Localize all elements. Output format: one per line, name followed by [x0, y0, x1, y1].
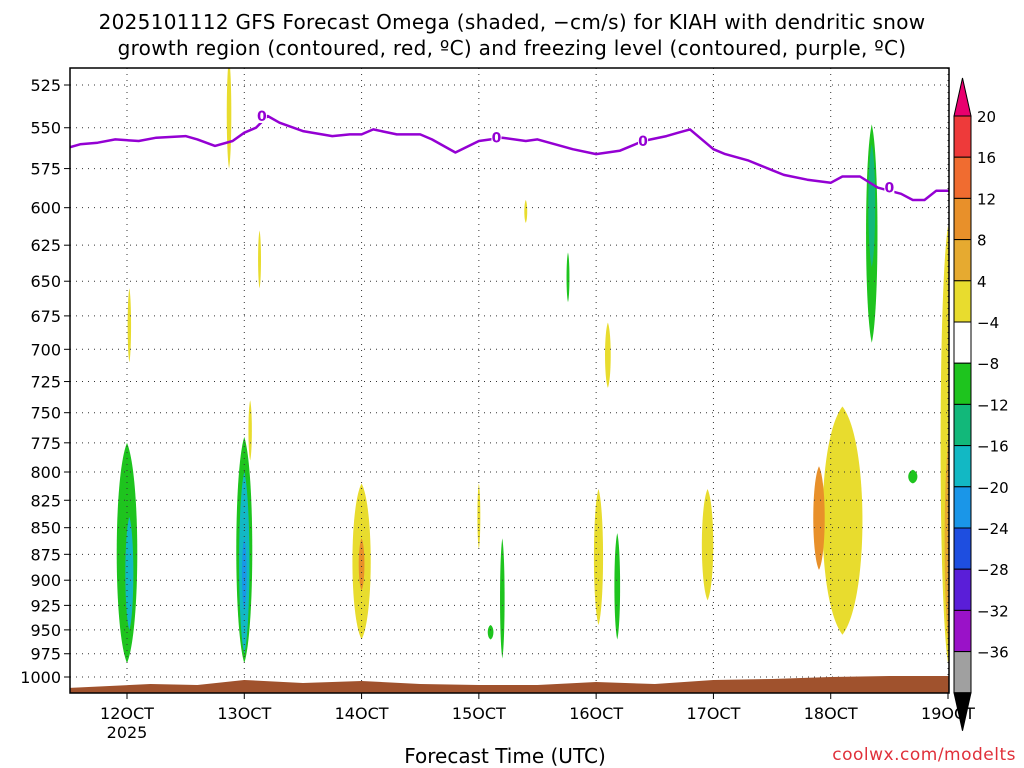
colorbar-label: 8: [977, 232, 987, 250]
y-tick-label: 975: [30, 645, 61, 664]
omega-shaded-region: [358, 538, 365, 591]
colorbar-label: −28: [977, 561, 1009, 579]
contour-label-background: [491, 129, 502, 145]
y-tick-label: 725: [30, 373, 61, 392]
y-tick-label: 600: [30, 199, 61, 218]
y-tick-label: 950: [30, 621, 61, 640]
y-tick-label: 575: [30, 160, 61, 179]
credit-link[interactable]: coolwx.com/modelts: [832, 745, 1016, 765]
freezing-level-label: 0: [638, 134, 648, 150]
omega-shaded-region: [524, 199, 528, 223]
chart-title-line-1: 2025101112 GFS Forecast Omega (shaded, −…: [98, 10, 926, 34]
freezing-level-label: 0: [884, 181, 894, 197]
colorbar-label: −16: [977, 438, 1009, 456]
freezing-level-label: 0: [257, 109, 267, 125]
colorbar-label: −36: [977, 644, 1009, 662]
colorbar-label: −32: [977, 602, 1009, 620]
colorbar-bottom-arrow: [953, 692, 972, 731]
omega-shaded-region: [908, 469, 918, 484]
y-tick-label: 775: [30, 434, 61, 453]
colorbar-segment: [953, 445, 972, 488]
omega-shaded-region: [487, 625, 494, 640]
colorbar-segment: [953, 197, 972, 241]
colorbar-label: 20: [977, 108, 996, 126]
omega-shaded-region: [500, 538, 505, 659]
y-tick-label: 525: [30, 76, 61, 95]
x-year-label: 2025: [107, 723, 148, 742]
contour-label-background: [256, 107, 267, 123]
y-tick-label: 700: [30, 340, 61, 359]
colorbar-segment: [953, 651, 972, 694]
omega-shaded-region: [477, 483, 481, 550]
y-tick-label: 550: [30, 119, 61, 138]
omega-shaded-region: [226, 68, 232, 169]
chart-title-line-2: growth region (contoured, red, ºC) and f…: [117, 36, 907, 60]
colorbar-label: −12: [977, 396, 1009, 414]
colorbar-segment: [953, 609, 972, 653]
omega-shaded-region: [614, 533, 621, 640]
contour-label-background: [884, 179, 895, 195]
colorbar-label: −24: [977, 520, 1009, 538]
colorbar-segment: [953, 568, 972, 611]
colorbar-top-arrow: [953, 77, 972, 117]
y-tick-label: 800: [30, 463, 61, 482]
colorbar-label: −4: [977, 314, 999, 332]
colorbar-segment: [953, 321, 972, 364]
y-tick-label: 925: [30, 596, 61, 615]
colorbar-label: 4: [977, 273, 987, 291]
colorbar-label: −20: [977, 479, 1009, 497]
omega-shaded-region: [813, 466, 825, 570]
colorbar-segment: [953, 280, 972, 323]
x-tick-label: 15OCT: [452, 704, 506, 723]
y-tick-label: 900: [30, 571, 61, 590]
plot-frame: [69, 67, 950, 694]
y-tick-label: 625: [30, 236, 61, 255]
terrain-strip: [70, 676, 949, 693]
contour-label-background: [638, 133, 649, 149]
y-tick-label: 850: [30, 519, 61, 538]
omega-shaded-region: [241, 538, 247, 611]
colorbar-segment: [953, 403, 972, 447]
y-tick-label: 675: [30, 307, 61, 326]
y-tick-label: 825: [30, 491, 61, 510]
x-tick-label: 14OCT: [335, 704, 389, 723]
colorbar-label: 16: [977, 149, 996, 167]
omega-shaded-region: [258, 230, 261, 289]
x-tick-label: 17OCT: [686, 704, 740, 723]
colorbar-segment: [953, 362, 972, 405]
colorbar-segment: [953, 115, 972, 158]
omega-shaded-region: [566, 252, 570, 303]
omega-shaded-region: [125, 516, 134, 630]
colorbar-label: −8: [977, 355, 999, 373]
omega-shaded-region: [822, 406, 863, 635]
y-tick-label: 1000: [20, 668, 61, 687]
x-tick-label: 13OCT: [217, 704, 271, 723]
omega-shaded-region: [605, 322, 611, 388]
omega-shaded-region: [868, 144, 876, 267]
colorbar-label: 12: [977, 190, 996, 208]
omega-shaded-region: [593, 489, 604, 626]
omega-shaded-region: [127, 288, 132, 363]
freezing-level-label: 0: [492, 131, 502, 147]
y-tick-label: 650: [30, 272, 61, 291]
colorbar-segment: [953, 239, 972, 282]
x-tick-label: 16OCT: [569, 704, 623, 723]
freezing-level-contour: [70, 114, 949, 202]
y-tick-label: 875: [30, 545, 61, 564]
x-tick-label: 18OCT: [804, 704, 858, 723]
colorbar-segment: [953, 486, 972, 529]
omega-shaded-region: [701, 489, 714, 601]
y-tick-label: 750: [30, 404, 61, 423]
x-tick-label: 12OCT: [100, 704, 154, 723]
x-axis-label: Forecast Time (UTC): [404, 744, 606, 768]
colorbar-segment: [953, 527, 972, 570]
omega-shaded-region: [248, 400, 252, 461]
colorbar-segment: [953, 156, 972, 199]
